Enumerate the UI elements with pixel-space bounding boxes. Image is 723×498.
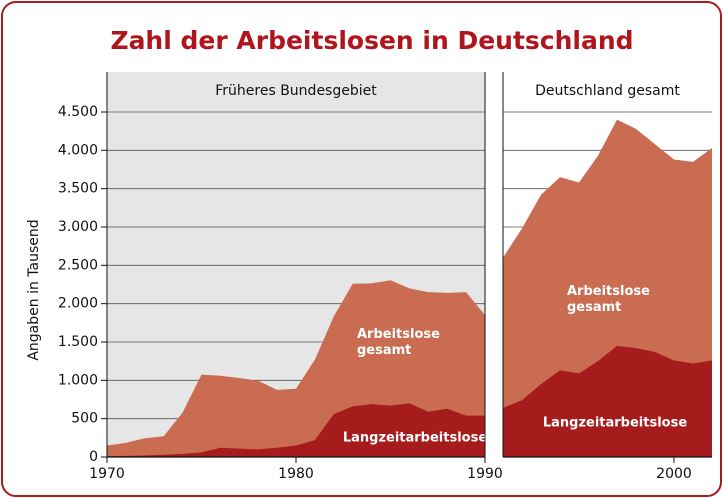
x-tick-label: 1980	[278, 466, 314, 482]
series-label: Langzeitarbeitslose	[343, 431, 488, 446]
area	[503, 345, 712, 457]
y-tick-label: 500	[71, 411, 98, 427]
y-tick-label: 3.000	[58, 219, 98, 235]
y-tick-label: 1.000	[58, 372, 98, 388]
panel-header	[107, 72, 485, 112]
series-label: Langzeitarbeitslose	[543, 416, 688, 431]
y-tick-label: 3.500	[58, 181, 98, 197]
y-tick-label: 4.000	[58, 142, 98, 158]
panel-subtitle: Früheres Bundesgebiet	[215, 83, 377, 99]
y-tick-label: 0	[89, 449, 98, 465]
y-tick-label: 2.500	[58, 257, 98, 273]
x-tick-label: 1990	[467, 466, 503, 482]
series-label-line: Arbeitslose	[567, 284, 650, 299]
series-label: Arbeitslose gesamt	[357, 327, 440, 358]
series-label-line: gesamt	[357, 343, 411, 358]
y-tick-label: 2.000	[58, 296, 98, 312]
panel-subtitle: Deutschland gesamt	[535, 83, 680, 99]
chart-title: Zahl der Arbeitslosen in Deutschland	[110, 26, 633, 55]
series-label-line: Arbeitslose	[357, 327, 440, 342]
x-tick-label: 2000	[656, 466, 692, 482]
series-label: Arbeitslose gesamt	[567, 284, 650, 315]
y-tick-label: 4.500	[58, 104, 98, 120]
y-tick-label: 1.500	[58, 334, 98, 350]
area	[107, 403, 485, 457]
y-axis-label: Angaben in Tausend	[26, 219, 42, 360]
series-label-line: gesamt	[567, 300, 621, 315]
x-tick-label: 1970	[89, 466, 125, 482]
panel-header	[503, 72, 712, 112]
